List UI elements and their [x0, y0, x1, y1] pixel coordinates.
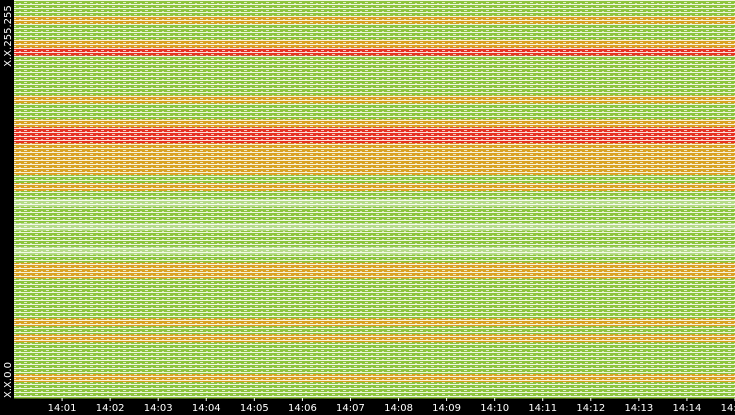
y-label-top: X.X.255.255: [3, 5, 14, 66]
x-tick-label: 14:03: [144, 403, 173, 414]
y-label-bottom: X.X.0.0: [3, 362, 14, 398]
x-tick-label: 14:11: [528, 403, 557, 414]
x-tick-label: 14:15: [721, 403, 735, 414]
x-tick-label: 14:12: [576, 403, 605, 414]
x-tick-label: 14:01: [48, 403, 77, 414]
x-tick-label: 14:05: [240, 403, 269, 414]
x-tick-label: 14:09: [432, 403, 461, 414]
x-tick-label: 14:13: [624, 403, 653, 414]
x-tick-label: 14:10: [480, 403, 509, 414]
x-tick-label: 14:02: [96, 403, 125, 414]
x-tick-label: 14:06: [288, 403, 317, 414]
x-tick-label: 14:14: [673, 403, 702, 414]
texture: [14, 0, 735, 398]
x-tick-label: 14:07: [336, 403, 365, 414]
x-tick-label: 14:08: [384, 403, 413, 414]
x-tick-label: 14:04: [192, 403, 221, 414]
